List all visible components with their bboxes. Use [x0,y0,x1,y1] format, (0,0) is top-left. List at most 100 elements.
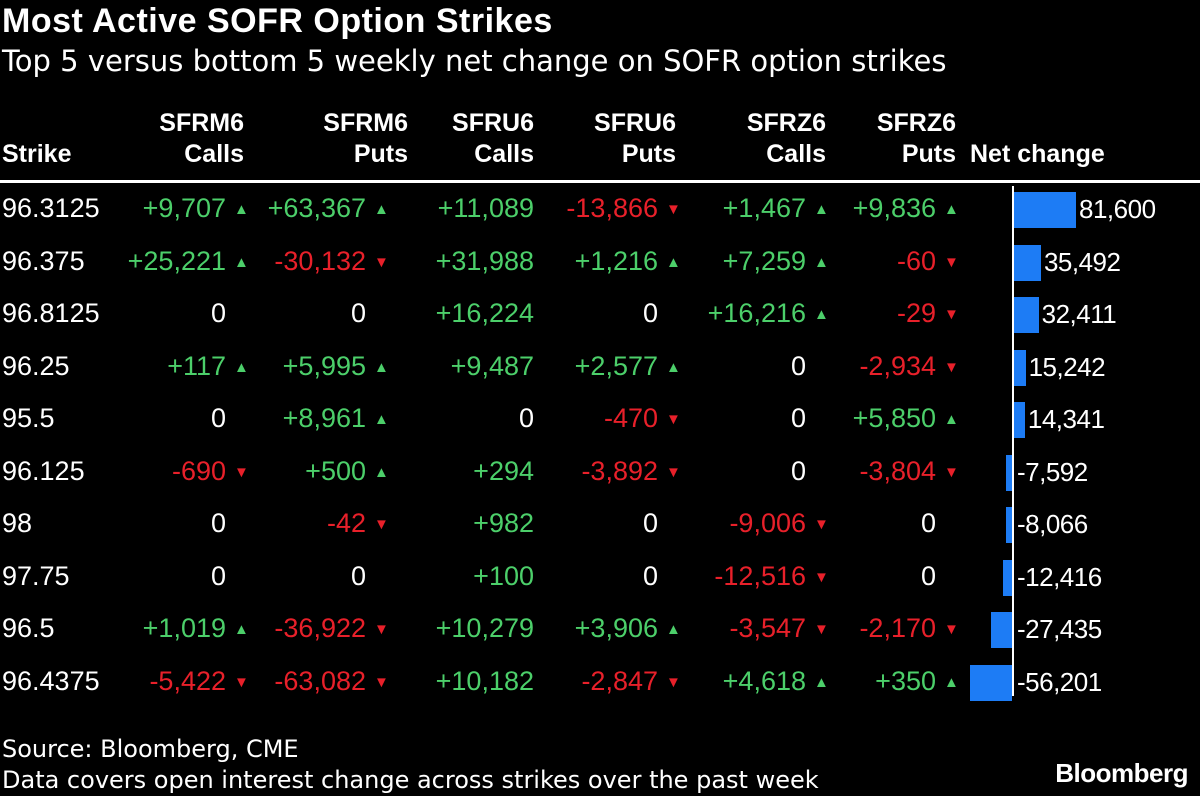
strike-cell: 96.4375 [2,665,100,696]
up-arrow-icon: ▲ [666,358,681,376]
sfrz6-calls-cell: +4,618 [723,664,806,698]
cell-value: +350 [875,665,936,696]
strike-cell: 98 [2,508,33,538]
down-arrow-icon: ▼ [944,306,959,323]
down-arrow-icon: ▼ [374,253,389,271]
cell-value: 0 [210,403,226,433]
cell-value: 0 [210,508,226,538]
sfru6-puts-cell: -13,866 [566,191,658,225]
header-line-1: SFRU6 [594,109,676,137]
up-arrow-icon: ▲ [666,253,681,271]
up-arrow-icon: ▲ [944,411,959,428]
header-line-2: Puts [353,140,408,168]
bloomberg-logo: Bloomberg [1055,758,1188,788]
sfrm6-calls-cell: +117 [167,349,226,383]
up-arrow-icon: ▲ [814,673,829,691]
up-arrow-icon: ▲ [944,201,959,218]
sfrm6-puts-cell: -30,132 [274,244,366,278]
sfrm6-puts-cell: 0 [351,296,366,330]
chart-subtitle: Top 5 versus bottom 5 weekly net change … [2,44,947,78]
sfrm6-calls-cell: +1,019 [143,611,226,645]
net-change-label: 32,411 [1041,299,1117,329]
down-arrow-icon: ▼ [814,621,829,638]
strike-cell: 96.125 [2,455,85,486]
sfrz6-puts-cell: +350 [875,664,936,698]
net-change-bar [1014,244,1041,281]
sfrz6-calls-cell: +7,259 [723,244,806,278]
header-sfrm6-puts: SFRM6 Puts [280,106,408,170]
sfru6-puts-cell: -2,847 [581,664,658,698]
strike-cell: 96.375 [2,245,85,276]
cell-value: 0 [920,508,936,538]
net-change-label: 35,492 [1043,246,1121,277]
cell-value: 0 [920,560,936,591]
cell-value: -2,170 [859,613,936,643]
cell-value: -9,006 [729,508,806,538]
cell-value: -2,934 [859,350,936,381]
cell-value: +7,259 [722,245,806,276]
up-arrow-icon: ▲ [234,201,249,218]
strike-cell: 96.8125 [2,298,100,328]
down-arrow-icon: ▼ [374,673,389,691]
net-change-label: 14,341 [1027,404,1105,434]
sfrz6-puts-cell: -2,170 [859,611,936,645]
sfru6-puts-cell: +1,216 [575,244,658,278]
strike-cell: 96.25 [2,350,70,381]
up-arrow-icon: ▲ [234,358,249,376]
strike-cell: 95.5 [2,403,55,433]
cell-value: -29 [896,298,936,328]
net-change-axis [1012,186,1014,696]
net-change-label: 15,242 [1028,351,1106,382]
sfrz6-puts-cell: 0 [921,506,936,540]
down-arrow-icon: ▼ [374,516,389,533]
header-strike-label: Strike [2,140,72,168]
sfrz6-calls-cell: -3,547 [729,611,806,645]
cell-value: +8,961 [282,403,366,433]
down-arrow-icon: ▼ [666,673,681,691]
cell-value: 0 [790,403,806,433]
strike-cell: 96.3125 [2,193,100,223]
header-line-2: Calls [766,140,826,168]
header-line-2: Calls [184,140,244,168]
sfrm6-puts-cell: +5,995 [283,349,366,383]
note-text: Data covers open interest change across … [2,766,819,794]
header-sfru6-puts: SFRU6 Puts [560,106,676,170]
up-arrow-icon: ▲ [814,253,829,271]
cell-value: 0 [790,350,806,381]
sfrm6-calls-cell: 0 [211,506,226,540]
sfrm6-calls-cell: 0 [211,296,226,330]
cell-value: -30,132 [274,245,366,276]
sfru6-puts-cell: 0 [643,559,658,593]
sfrm6-puts-cell: -36,922 [274,611,366,645]
cell-value: +100 [473,560,534,591]
sfrz6-puts-cell: -29 [897,296,936,330]
up-arrow-icon: ▲ [944,673,959,691]
cell-value: -690 [171,455,226,486]
header-sfru6-calls: SFRU6 Calls [420,106,534,170]
cell-value: +294 [473,455,534,486]
sfrz6-calls-cell: -9,006 [729,506,806,540]
down-arrow-icon: ▼ [374,621,389,638]
sfrm6-puts-cell: -63,082 [274,664,366,698]
up-arrow-icon: ▲ [374,201,389,218]
sfrz6-calls-cell: -12,516 [714,559,806,593]
cell-value: +5,850 [852,403,936,433]
sfru6-calls-cell: +16,224 [436,296,534,330]
sfrz6-calls-cell: 0 [791,454,806,488]
cell-value: +1,467 [722,193,806,223]
header-sfrz6-puts: SFRZ6 Puts [840,106,956,170]
sfru6-puts-cell: -470 [604,401,658,435]
net-change-label: -12,416 [1017,561,1102,592]
cell-value: +982 [473,508,534,538]
cell-value: +3,906 [574,613,658,643]
cell-value: 0 [210,298,226,328]
sfrm6-calls-cell: 0 [211,401,226,435]
strike-cell: 97.75 [2,560,70,591]
sfru6-puts-cell: 0 [643,296,658,330]
net-change-bar [1006,454,1012,491]
cell-value: +63,367 [267,193,366,223]
up-arrow-icon: ▲ [814,306,829,323]
chart-title: Most Active SOFR Option Strikes [2,2,553,40]
net-change-label: -7,592 [1017,456,1088,487]
sfrz6-calls-cell: 0 [791,401,806,435]
